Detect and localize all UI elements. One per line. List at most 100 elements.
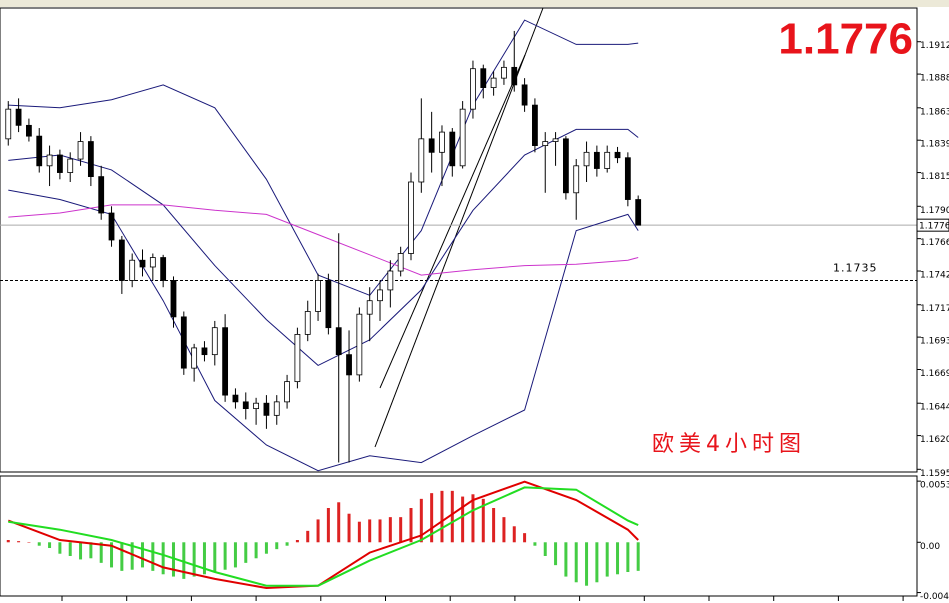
histogram-bar <box>295 540 299 543</box>
histogram-bar <box>285 542 289 546</box>
series-line <box>8 189 639 472</box>
candle-body <box>77 141 84 160</box>
candle-body <box>521 84 528 106</box>
histogram-bar <box>388 517 392 543</box>
y-tick-label: 1.1839 <box>920 140 949 150</box>
candle-body <box>108 212 115 241</box>
series-line <box>8 204 639 276</box>
price-tag <box>916 218 949 232</box>
histogram-bar <box>316 519 320 543</box>
histogram-bar <box>368 519 372 543</box>
y-tick-label: 1.1863 <box>920 107 949 117</box>
chart-title: 欧美4小时图 <box>652 432 806 457</box>
histogram-bar <box>244 542 248 563</box>
candle-body <box>87 141 94 178</box>
histogram-bar <box>337 502 341 543</box>
y-tick-label: 0.00 <box>920 542 940 552</box>
candle-body <box>191 347 198 369</box>
candle-body <box>46 154 53 167</box>
candle-body <box>387 270 394 291</box>
candle-body <box>263 402 270 416</box>
candle-body <box>56 154 63 173</box>
histogram-bar <box>492 508 496 543</box>
y-tick-label: 1.1766 <box>920 238 949 248</box>
histogram-bar <box>130 542 134 570</box>
candle-body <box>67 158 74 173</box>
histogram-bar <box>37 542 41 546</box>
histogram-bar <box>120 542 124 571</box>
histogram-bar <box>543 542 547 556</box>
histogram-bar <box>151 542 155 571</box>
y-tick-label: 1.1815 <box>920 172 949 182</box>
candle-body <box>624 157 631 200</box>
series-line <box>8 486 639 587</box>
candle-body <box>542 141 549 146</box>
candle-body <box>470 68 476 110</box>
candle-body <box>139 259 146 268</box>
series-line <box>8 19 639 296</box>
candle-body <box>614 151 621 159</box>
candle-body <box>532 104 538 146</box>
candle-body <box>511 66 518 86</box>
histogram-bar <box>6 540 10 543</box>
candle-body <box>604 151 611 169</box>
histogram-bar <box>17 541 21 543</box>
histogram-bar <box>347 513 351 543</box>
candle-body <box>346 354 352 376</box>
candle-body <box>294 334 301 383</box>
histogram-bar <box>254 542 258 559</box>
histogram-bar <box>223 542 227 570</box>
toolbar <box>0 0 949 7</box>
histogram-bar <box>461 496 465 543</box>
candle-body <box>408 181 414 254</box>
histogram-bar <box>213 542 217 572</box>
candle-body <box>397 253 404 272</box>
histogram-bar <box>533 542 537 546</box>
candle-body <box>98 176 105 214</box>
candle-body <box>170 280 177 318</box>
histogram-bar <box>450 490 454 543</box>
histogram-bar <box>585 542 589 586</box>
price-headline: 1.1776 <box>778 15 913 64</box>
histogram-bar <box>554 542 558 566</box>
histogram-bar <box>161 542 165 575</box>
candle-body <box>356 313 363 376</box>
histogram-bar <box>89 542 93 559</box>
y-tick-label: 1.1912 <box>920 41 949 51</box>
histogram-bar <box>616 542 620 575</box>
histogram-bar <box>233 542 237 568</box>
histogram-bar <box>574 542 578 583</box>
histogram-bar <box>306 530 310 543</box>
trend-line <box>379 54 526 389</box>
series-line <box>7 480 639 590</box>
candle-body <box>593 151 600 169</box>
histogram-bar <box>27 542 31 543</box>
y-tick-label: 1.1595 <box>920 469 949 479</box>
candle-body <box>26 124 32 137</box>
histogram-bar <box>378 519 382 543</box>
y-tick-label: -0.0044 <box>920 592 949 602</box>
candle-body <box>149 257 156 268</box>
candle-body <box>180 316 187 369</box>
candle-body <box>273 401 280 416</box>
candle-body <box>552 138 559 142</box>
candle-body <box>335 327 342 356</box>
candle-body <box>459 108 466 167</box>
y-tick-label: 1.1790 <box>920 206 949 216</box>
candle-body <box>573 165 580 194</box>
histogram-bar <box>202 542 206 575</box>
y-tick-label: 1.1669 <box>920 369 949 379</box>
candle-body <box>222 327 229 396</box>
histogram-bar <box>564 542 568 577</box>
candle-body <box>418 138 425 183</box>
histogram-bar <box>275 542 279 550</box>
level-label: 1.1735 <box>833 261 878 274</box>
histogram-bar <box>99 542 103 563</box>
candle-body <box>501 66 507 79</box>
candle-body <box>5 108 12 140</box>
y-tick-label: 1.1693 <box>920 337 949 347</box>
candle-body <box>211 327 218 356</box>
candle-body <box>439 131 445 153</box>
